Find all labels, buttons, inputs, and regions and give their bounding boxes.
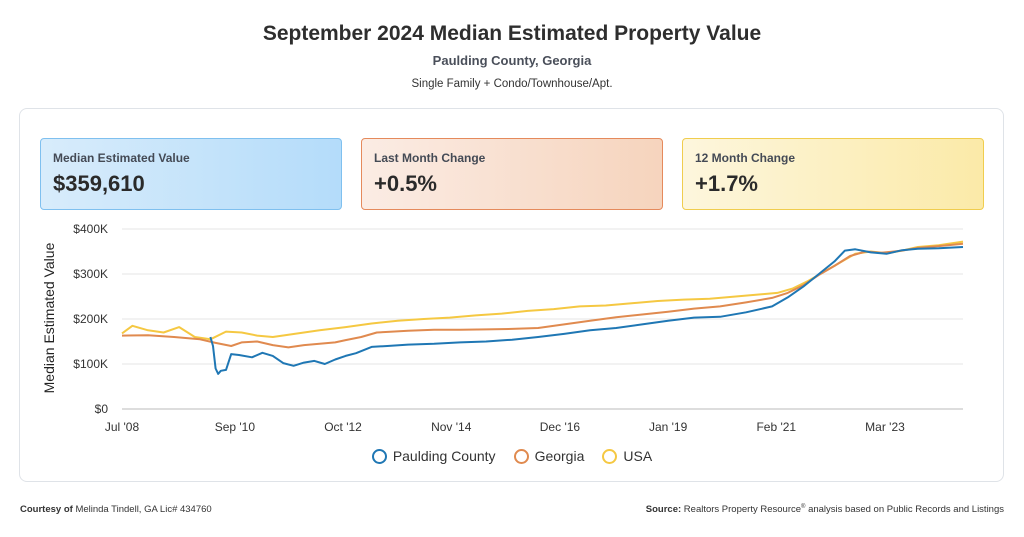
y-tick-label: $0 [95, 402, 109, 416]
x-tick-label: Jan '19 [649, 420, 688, 434]
legend-label: Georgia [534, 448, 585, 464]
series-line-georgia [121, 242, 964, 349]
source-label: Source: [645, 504, 682, 516]
x-tick-label: Jul '08 [105, 420, 140, 434]
courtesy-label: Courtesy of [20, 504, 73, 515]
location-subtitle: Paulding County, Georgia [432, 53, 592, 68]
source-text-rest: analysis based on Public Records and Lis… [805, 504, 1004, 516]
y-axis-title: Median Estimated Value [41, 242, 57, 393]
legend-swatch [602, 448, 618, 464]
card-label: Median Estimated Value [53, 151, 190, 165]
twelve-month-change-card: 12 Month Change +1.7% [682, 138, 984, 210]
source-text: Realtors Property Resource [683, 504, 802, 516]
legend-label: USA [623, 448, 653, 464]
series-line-paulding-county [209, 246, 964, 375]
legend-item-paulding[interactable]: Paulding County [371, 448, 496, 464]
card-value: $359,610 [53, 171, 145, 196]
y-tick-label: $200K [73, 312, 108, 326]
legend-swatch [371, 448, 387, 464]
median-value-card: Median Estimated Value $359,610 [40, 138, 342, 210]
y-tick-label: $300K [73, 267, 108, 281]
legend-item-georgia[interactable]: Georgia [513, 448, 585, 464]
x-tick-label: Feb '21 [756, 420, 796, 434]
y-tick-label: $400K [73, 222, 108, 236]
page-title: September 2024 Median Estimated Property… [262, 22, 762, 45]
legend-item-usa[interactable]: USA [602, 448, 652, 464]
legend-swatch [513, 448, 529, 464]
courtesy-footer: Courtesy of Melinda Tindell, GA Lic# 434… [20, 504, 212, 515]
courtesy-text: Melinda Tindell, GA Lic# 434760 [75, 504, 212, 515]
property-types: Single Family + Condo/Townhouse/Apt. [411, 78, 613, 90]
last-month-change-card: Last Month Change +0.5% [361, 138, 663, 210]
y-tick-label: $100K [73, 357, 108, 371]
x-tick-label: Sep '10 [215, 420, 256, 434]
card-value: +0.5% [374, 171, 437, 196]
x-tick-label: Oct '12 [324, 420, 362, 434]
legend-label: Paulding County [392, 448, 496, 464]
card-label: Last Month Change [374, 151, 486, 165]
card-label: 12 Month Change [695, 151, 796, 165]
x-tick-label: Dec '16 [540, 420, 581, 434]
x-tick-label: Nov '14 [431, 420, 472, 434]
registered-mark: ® [801, 504, 806, 510]
series-line-usa [121, 240, 964, 341]
chart-legend: Paulding County Georgia USA [0, 448, 1024, 464]
card-value: +1.7% [695, 171, 758, 196]
source-footer: Source: Realtors Property Resource® anal… [646, 504, 1004, 515]
x-tick-label: Mar '23 [865, 420, 905, 434]
